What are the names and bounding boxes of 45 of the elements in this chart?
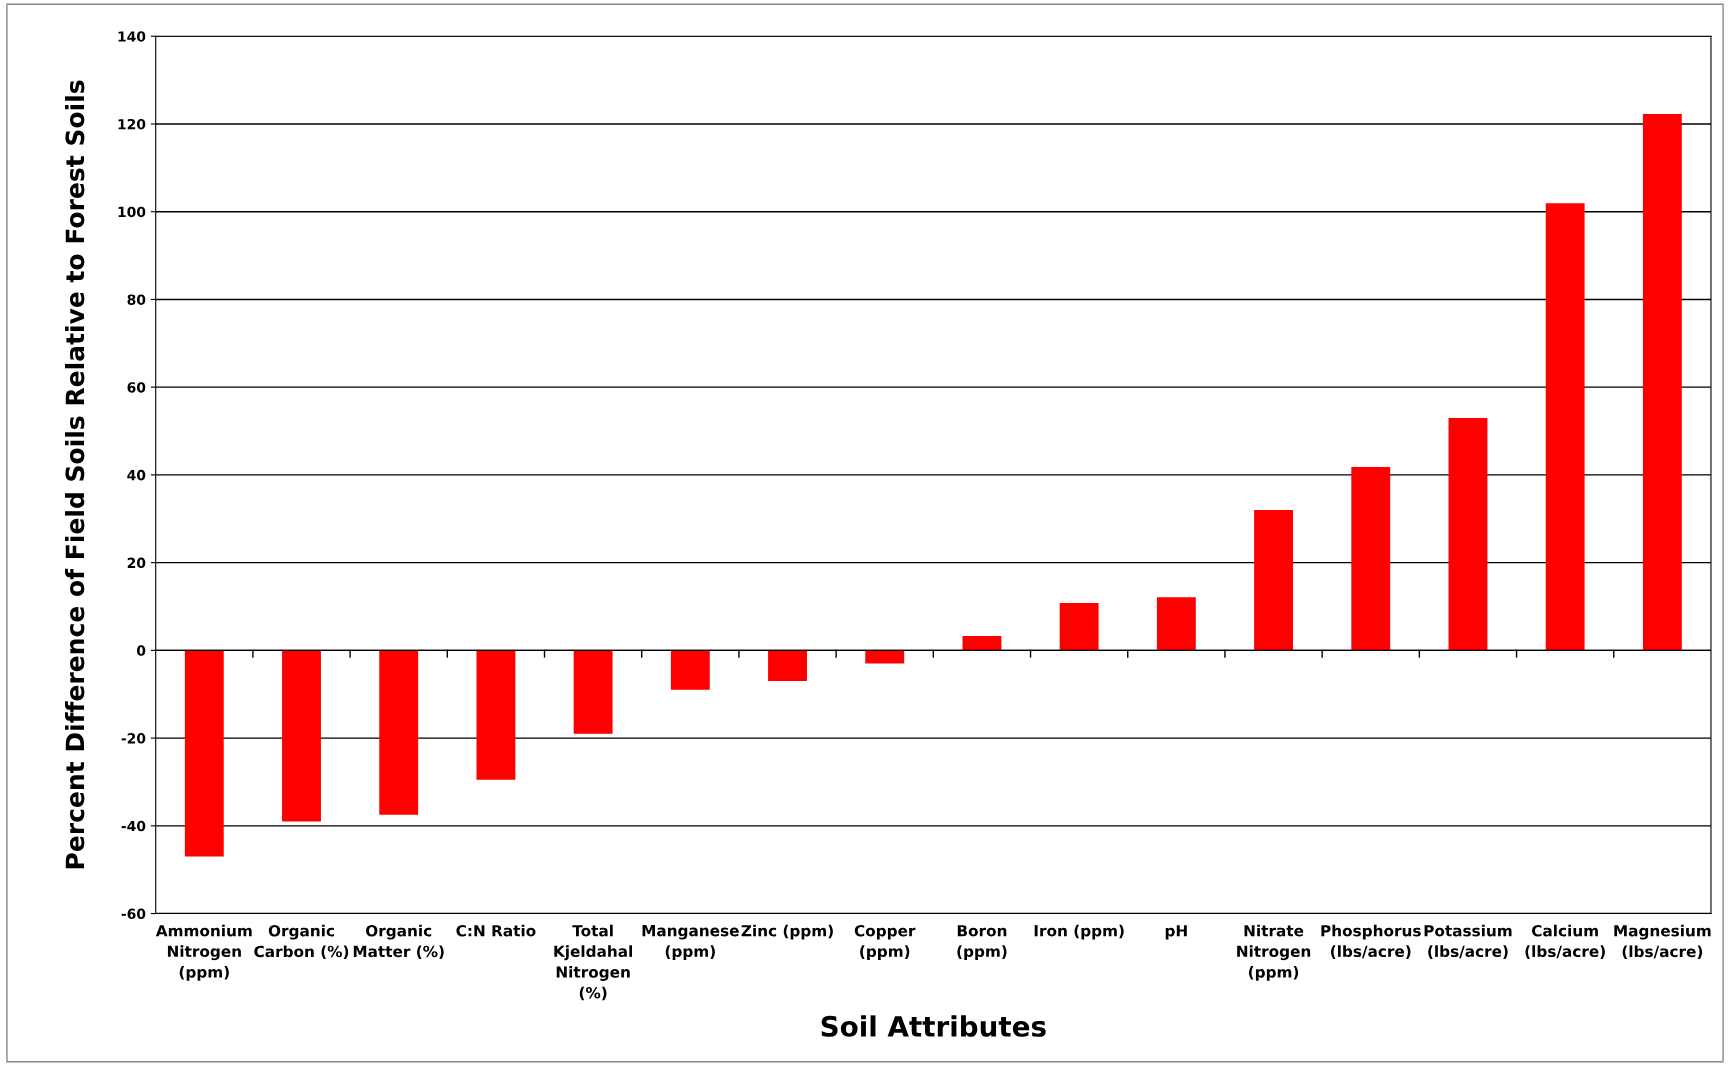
bar — [1351, 467, 1391, 651]
y-tick-label: -60 — [121, 908, 146, 920]
bar — [1254, 510, 1293, 651]
bar — [768, 650, 807, 682]
bar — [379, 650, 419, 815]
y-tick-label: 140 — [118, 31, 146, 42]
bar — [1059, 602, 1099, 651]
bar — [476, 650, 516, 780]
x-tick-label: Potassium (lbs/acre) — [1424, 924, 1512, 959]
y-tick-label: 20 — [127, 557, 146, 569]
y-tick-label: -40 — [121, 820, 146, 832]
y-tick-label: 40 — [127, 469, 146, 481]
y-tick-label: -20 — [121, 733, 146, 744]
bar — [1642, 113, 1682, 651]
y-tick-label: 0 — [136, 645, 146, 656]
x-tick-label: Organic Carbon (%) — [254, 924, 349, 960]
bar — [573, 650, 613, 734]
x-tick-label: C:N Ratio — [456, 924, 536, 937]
bar — [282, 650, 321, 822]
x-tick-label: Organic Matter (%) — [353, 924, 444, 960]
bar — [1156, 597, 1196, 651]
bar — [865, 650, 905, 664]
bar — [184, 650, 224, 857]
x-tick-label: Nitrate Nitrogen (ppm) — [1237, 924, 1311, 981]
x-tick-label: Zinc (ppm) — [741, 924, 833, 940]
bar — [1448, 417, 1488, 651]
x-tick-label: Total Kjeldahal Nitrogen (%) — [554, 924, 633, 1001]
y-tick-label: 60 — [127, 382, 146, 393]
y-axis-title: Percent Difference of Field Soils Relative to Forest Soils — [65, 80, 85, 869]
x-tick-label: Copper (ppm) — [854, 924, 916, 961]
x-axis-title: Soil Attributes — [821, 1015, 1046, 1037]
x-tick-label: Ammonium Nitrogen (ppm) — [155, 924, 252, 981]
bar — [670, 650, 710, 690]
x-tick-label: Calcium (lbs/acre) — [1525, 924, 1605, 959]
bar — [962, 635, 1002, 651]
x-tick-label: Phosphorus (lbs/acre) — [1321, 924, 1421, 959]
x-tick-label: pH — [1165, 925, 1187, 940]
x-tick-label: Iron (ppm) — [1034, 924, 1124, 940]
bar — [1545, 203, 1585, 651]
y-tick-label: 100 — [118, 206, 146, 218]
x-tick-label: Magnesium (lbs/acre) — [1614, 924, 1711, 960]
y-tick-label: 120 — [118, 118, 146, 130]
x-tick-label: Boron (ppm) — [957, 925, 1007, 961]
y-tick-label: 80 — [127, 294, 146, 305]
x-tick-label: Manganese (ppm) — [642, 925, 739, 961]
